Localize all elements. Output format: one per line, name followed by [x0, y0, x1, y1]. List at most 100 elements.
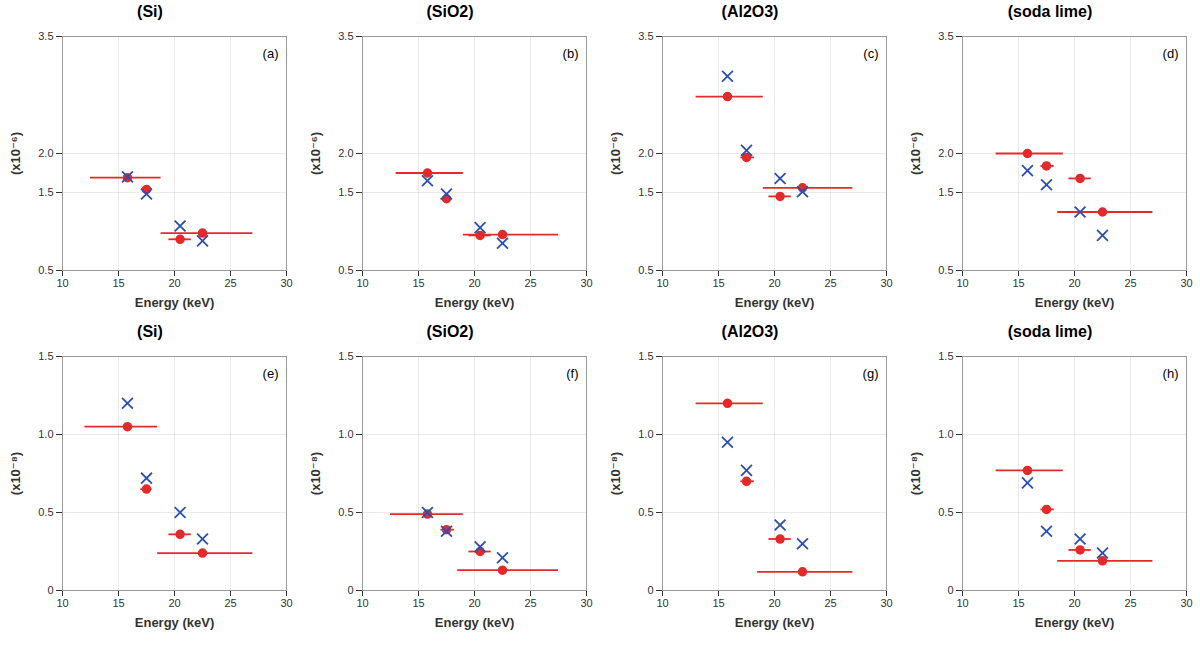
svg-text:10: 10 — [56, 597, 68, 609]
svg-text:1.5: 1.5 — [638, 350, 653, 362]
svg-text:15: 15 — [412, 597, 424, 609]
svg-text:Energy (keV): Energy (keV) — [135, 295, 214, 310]
svg-text:0.5: 0.5 — [338, 506, 353, 518]
svg-text:10: 10 — [656, 277, 668, 289]
svg-text:3.5: 3.5 — [338, 30, 353, 42]
svg-text:(x10⁻⁸): (x10⁻⁸) — [308, 452, 323, 495]
svg-text:0.5: 0.5 — [638, 506, 653, 518]
svg-text:(h): (h) — [1163, 366, 1179, 381]
svg-text:20: 20 — [1068, 597, 1080, 609]
svg-text:20: 20 — [768, 597, 780, 609]
svg-text:20: 20 — [168, 597, 180, 609]
svg-text:3.5: 3.5 — [938, 30, 953, 42]
svg-text:30: 30 — [880, 277, 892, 289]
svg-text:1.0: 1.0 — [38, 428, 53, 440]
svg-text:(c): (c) — [863, 46, 878, 61]
svg-text:Energy (keV): Energy (keV) — [1035, 295, 1114, 310]
svg-text:1.5: 1.5 — [638, 186, 653, 198]
html-text:(Al2O3): (Al2O3) — [721, 3, 779, 20]
svg-text:10: 10 — [356, 277, 368, 289]
svg-text:Energy (keV): Energy (keV) — [135, 615, 214, 630]
svg-text:10: 10 — [356, 597, 368, 609]
svg-text:30: 30 — [280, 277, 292, 289]
svg-text:0.5: 0.5 — [338, 264, 353, 276]
svg-text:10: 10 — [656, 597, 668, 609]
html-text:(soda lime): (soda lime) — [1007, 3, 1093, 20]
svg-text:15: 15 — [712, 277, 724, 289]
svg-text:25: 25 — [224, 277, 236, 289]
svg-text:1.5: 1.5 — [38, 350, 53, 362]
svg-text:2.0: 2.0 — [638, 147, 653, 159]
html-text:(SiO2): (SiO2) — [426, 3, 474, 20]
svg-text:20: 20 — [168, 277, 180, 289]
svg-text:30: 30 — [1180, 597, 1192, 609]
svg-text:10: 10 — [956, 597, 968, 609]
svg-text:1.0: 1.0 — [338, 428, 353, 440]
svg-text:0: 0 — [947, 584, 953, 596]
svg-text:15: 15 — [1012, 597, 1024, 609]
svg-text:1.0: 1.0 — [938, 428, 953, 440]
svg-text:(x10⁻⁶): (x10⁻⁶) — [608, 132, 623, 175]
svg-text:2.0: 2.0 — [338, 147, 353, 159]
svg-text:0.5: 0.5 — [938, 264, 953, 276]
svg-text:20: 20 — [468, 277, 480, 289]
svg-text:25: 25 — [1124, 597, 1136, 609]
svg-text:(x10⁻⁸): (x10⁻⁸) — [908, 452, 923, 495]
svg-text:15: 15 — [412, 277, 424, 289]
svg-text:(g): (g) — [863, 366, 879, 381]
svg-text:(d): (d) — [1163, 46, 1179, 61]
svg-text:3.5: 3.5 — [38, 30, 53, 42]
svg-text:0: 0 — [647, 584, 653, 596]
svg-text:1.0: 1.0 — [638, 428, 653, 440]
svg-text:(x10⁻⁶): (x10⁻⁶) — [8, 132, 23, 175]
svg-text:15: 15 — [712, 597, 724, 609]
svg-text:0: 0 — [347, 584, 353, 596]
svg-text:(x10⁻⁶): (x10⁻⁶) — [908, 132, 923, 175]
svg-text:10: 10 — [56, 277, 68, 289]
svg-text:(x10⁻⁶): (x10⁻⁶) — [308, 132, 323, 175]
svg-text:1.5: 1.5 — [338, 186, 353, 198]
svg-text:(b): (b) — [563, 46, 579, 61]
svg-text:30: 30 — [580, 597, 592, 609]
svg-text:(x10⁻⁸): (x10⁻⁸) — [8, 452, 23, 495]
svg-text:25: 25 — [224, 597, 236, 609]
svg-text:Energy (keV): Energy (keV) — [735, 615, 814, 630]
svg-text:1.5: 1.5 — [38, 186, 53, 198]
svg-text:1.5: 1.5 — [338, 350, 353, 362]
svg-text:30: 30 — [280, 597, 292, 609]
svg-text:20: 20 — [768, 277, 780, 289]
svg-text:(x10⁻⁸): (x10⁻⁸) — [608, 452, 623, 495]
svg-text:30: 30 — [880, 597, 892, 609]
svg-text:0.5: 0.5 — [38, 506, 53, 518]
svg-text:20: 20 — [468, 597, 480, 609]
svg-text:30: 30 — [1180, 277, 1192, 289]
svg-text:25: 25 — [1124, 277, 1136, 289]
svg-text:0.5: 0.5 — [938, 506, 953, 518]
svg-text:25: 25 — [824, 277, 836, 289]
svg-text:1.5: 1.5 — [938, 186, 953, 198]
svg-text:(a): (a) — [263, 46, 279, 61]
svg-text:20: 20 — [1068, 277, 1080, 289]
svg-text:15: 15 — [1012, 277, 1024, 289]
svg-text:(f): (f) — [566, 366, 578, 381]
svg-text:2.0: 2.0 — [938, 147, 953, 159]
svg-text:25: 25 — [524, 277, 536, 289]
html-text:(Si): (Si) — [137, 3, 163, 20]
svg-text:25: 25 — [524, 597, 536, 609]
svg-text:Energy (keV): Energy (keV) — [1035, 615, 1114, 630]
svg-text:1.5: 1.5 — [938, 350, 953, 362]
svg-text:Energy (keV): Energy (keV) — [735, 295, 814, 310]
svg-text:3.5: 3.5 — [638, 30, 653, 42]
svg-text:0: 0 — [47, 584, 53, 596]
svg-text:0.5: 0.5 — [638, 264, 653, 276]
svg-text:25: 25 — [824, 597, 836, 609]
svg-text:0.5: 0.5 — [38, 264, 53, 276]
svg-text:2.0: 2.0 — [38, 147, 53, 159]
svg-text:Energy (keV): Energy (keV) — [435, 615, 514, 630]
svg-text:Energy (keV): Energy (keV) — [435, 295, 514, 310]
svg-text:(e): (e) — [263, 366, 279, 381]
svg-text:15: 15 — [112, 277, 124, 289]
svg-text:15: 15 — [112, 597, 124, 609]
svg-text:10: 10 — [956, 277, 968, 289]
svg-text:30: 30 — [580, 277, 592, 289]
